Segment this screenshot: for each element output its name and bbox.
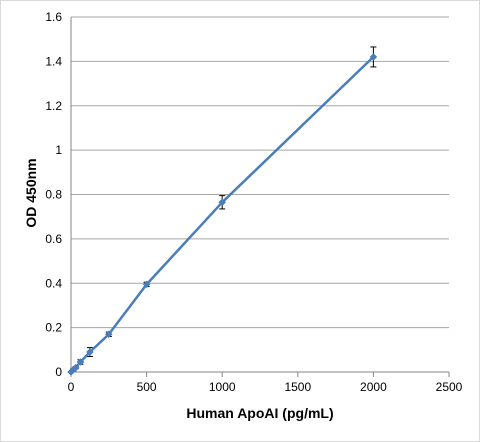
y-tick-label: 0.4	[45, 276, 62, 290]
data-point	[142, 280, 151, 289]
y-tick-label: 1.4	[45, 54, 62, 68]
y-axis-title: OD 450nm	[23, 158, 39, 227]
y-tick-label: 0.6	[45, 232, 62, 246]
error-bars	[70, 46, 377, 372]
data-point	[104, 330, 113, 339]
x-tick-label: 1000	[209, 380, 236, 394]
x-tick-label: 0	[68, 380, 75, 394]
y-tick-label: 0	[55, 365, 62, 379]
x-tick-label: 500	[137, 380, 157, 394]
x-axis-title: Human ApoAI (pg/mL)	[186, 405, 333, 421]
data-point	[369, 53, 378, 61]
data-point	[76, 358, 85, 366]
y-tick-labels: 0 0.2 0.4 0.6 0.8 1 1.2 1.4 1.6	[45, 10, 62, 379]
y-tick-label: 0.2	[45, 321, 62, 335]
y-tick-label: 1.2	[45, 99, 62, 113]
data-points	[67, 53, 378, 376]
data-point	[71, 363, 80, 372]
data-point	[218, 198, 227, 207]
axes	[70, 17, 450, 377]
y-tick-label: 1.6	[45, 10, 62, 24]
x-tick-label: 2000	[360, 380, 387, 394]
data-series	[70, 55, 375, 373]
data-point	[86, 348, 94, 356]
y-tick-label: 0.8	[45, 188, 62, 202]
x-tick-label: 2500	[436, 380, 463, 394]
gridlines	[71, 16, 449, 329]
x-tick-label: 1500	[284, 380, 311, 394]
series-line	[70, 55, 375, 373]
y-tick-label: 1	[55, 143, 62, 157]
x-tick-labels: 0 500 1000 1500 2000 2500	[68, 380, 463, 394]
